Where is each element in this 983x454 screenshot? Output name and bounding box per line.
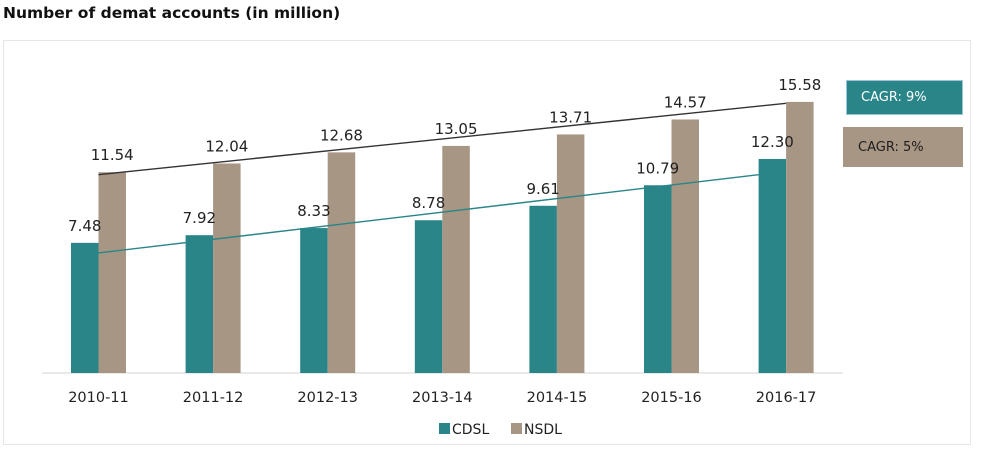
data-label-cdsl-2010-11: 7.48 [68,217,101,235]
x-tick-label: 2012-13 [297,390,358,406]
bar-cdsl-2016-17 [758,158,787,373]
data-label-nsdl-2011-12: 12.04 [205,138,248,156]
legend-swatch-nsdl [511,423,522,434]
data-label-nsdl-2013-14: 13.05 [435,120,478,138]
cagr-nsdl-callout: CAGR: 5% [843,127,963,167]
bar-nsdl-2010-11 [98,172,126,373]
bar-cdsl-2014-15 [529,205,557,373]
legend-label-cdsl: CDSL [452,422,489,438]
data-label-cdsl-2012-13: 8.33 [297,202,330,220]
data-label-nsdl-2014-15: 13.71 [549,108,592,126]
x-tick-label: 2010-11 [68,390,129,406]
bar-cdsl-2010-11 [71,242,99,373]
bar-nsdl-2012-13 [327,152,356,373]
chart-title: Number of demat accounts (in million) [3,4,341,22]
data-label-cdsl-2016-17: 12.30 [751,133,794,151]
trendline-cdsl [98,173,759,254]
x-tick-label: 2015-16 [641,390,702,406]
x-tick-label: 2014-15 [527,390,588,406]
data-label-nsdl-2016-17: 15.58 [778,76,821,94]
legend-label-nsdl: NSDL [524,422,562,438]
x-tick-label: 2011-12 [183,390,244,406]
bar-cdsl-2013-14 [414,220,443,373]
data-label-cdsl-2011-12: 7.92 [183,209,216,227]
bar-nsdl-2014-15 [556,134,585,373]
trendline-nsdl [98,102,787,176]
data-label-nsdl-2010-11: 11.54 [91,146,134,164]
bar-cdsl-2012-13 [300,228,328,373]
data-label-nsdl-2015-16: 14.57 [664,93,707,111]
bar-nsdl-2013-14 [442,145,470,373]
x-tick-label: 2013-14 [412,390,473,406]
bar-cdsl-2011-12 [185,235,214,373]
bar-nsdl-2016-17 [786,101,814,374]
data-label-cdsl-2015-16: 10.79 [636,159,679,177]
bar-nsdl-2015-16 [671,119,699,374]
data-label-cdsl-2014-15: 9.61 [526,180,559,198]
bar-cdsl-2015-16 [644,185,672,373]
legend-swatch-cdsl [439,423,450,434]
data-label-cdsl-2013-14: 8.78 [412,194,445,212]
data-label-nsdl-2012-13: 12.68 [320,126,363,144]
x-tick-label: 2016-17 [756,390,817,406]
cagr-cdsl-callout: CAGR: 9% [846,80,963,115]
bar-nsdl-2011-12 [213,163,241,373]
